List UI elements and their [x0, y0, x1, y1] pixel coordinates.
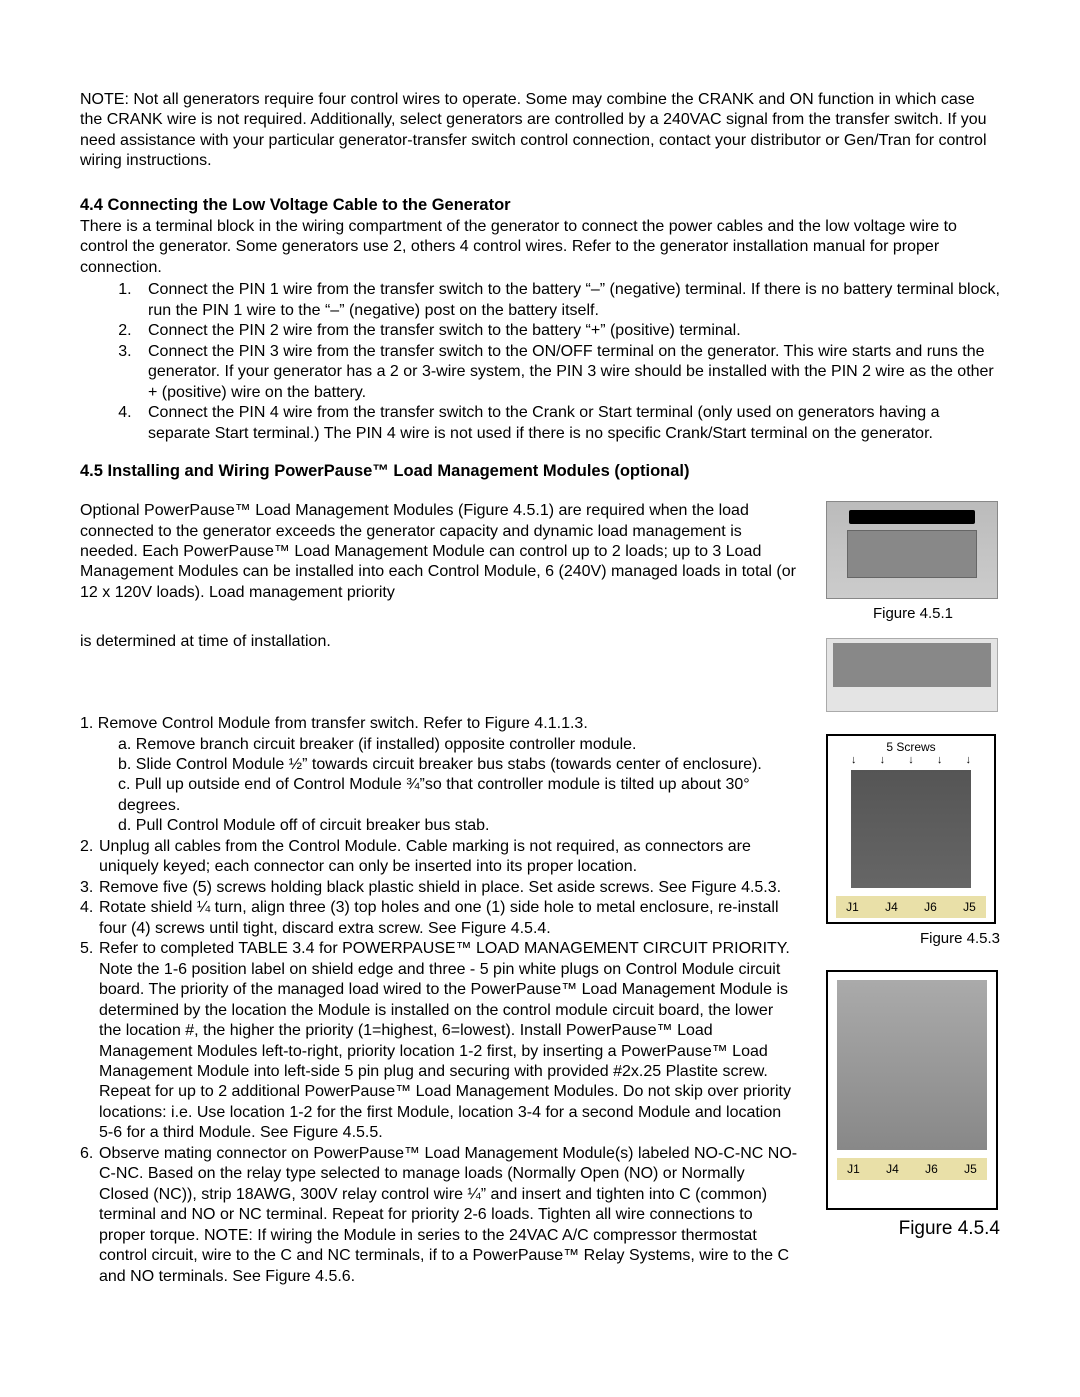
step-text: Rotate shield ¼ turn, align three (3) to… [99, 898, 798, 939]
step-4: 4. Rotate shield ¼ turn, align three (3)… [80, 898, 798, 939]
step-number: 2. [80, 837, 99, 878]
step-text: Remove five (5) screws holding black pla… [99, 878, 781, 898]
note-paragraph: NOTE: Not all generators require four co… [80, 90, 1000, 172]
jack-label: J1 [847, 1162, 860, 1176]
figure-4-5-4-image: J1 J4 J6 J5 [826, 970, 998, 1210]
jack-label: J4 [886, 1162, 899, 1176]
section-4-4-title: 4.4 Connecting the Low Voltage Cable to … [80, 196, 1000, 215]
step-text: Unplug all cables from the Control Modul… [99, 837, 798, 878]
step-number: 5. [80, 939, 99, 1144]
step-5: 5. Refer to completed TABLE 3.4 for POWE… [80, 939, 798, 1144]
step-number: 1. [80, 715, 93, 732]
section-4-5-intro-row-2: is determined at time of installation. [80, 622, 1000, 712]
jack-label: J6 [924, 900, 937, 914]
step-2: 2. Unplug all cables from the Control Mo… [80, 837, 798, 878]
step-text: Remove Control Module from transfer swit… [98, 715, 588, 732]
figure-4-5-1-image [826, 501, 998, 599]
section-4-5-intro-row: Optional PowerPause™ Load Management Mod… [80, 501, 1000, 622]
step-6: 6. Observe mating connector on PowerPaus… [80, 1144, 798, 1287]
step-1: 1. Remove Control Module from transfer s… [80, 714, 798, 734]
list-item: Connect the PIN 3 wire from the transfer… [136, 342, 1000, 403]
figure-4-5-1-caption: Figure 4.5.1 [826, 605, 1000, 622]
figure-4-5-3-image: 5 Screws ↓↓↓↓↓ J1 J4 J6 J5 [826, 734, 996, 924]
list-item: Connect the PIN 4 wire from the transfer… [136, 403, 1000, 444]
step-1c: c. Pull up outside end of Control Module… [80, 775, 798, 816]
list-item: Connect the PIN 1 wire from the transfer… [136, 280, 1000, 321]
document-page: NOTE: Not all generators require four co… [0, 0, 1080, 1397]
section-4-4-intro: There is a terminal block in the wiring … [80, 217, 1000, 278]
section-4-5-steps: 1. Remove Control Module from transfer s… [80, 714, 798, 1287]
jack-label: J5 [963, 900, 976, 914]
section-4-4-list: Connect the PIN 1 wire from the transfer… [80, 280, 1000, 444]
figure-4-5-4-caption: Figure 4.5.4 [826, 1218, 1000, 1240]
step-number: 3. [80, 878, 99, 898]
jack-label: J6 [925, 1162, 938, 1176]
step-1a: a. Remove branch circuit breaker (if ins… [80, 735, 798, 755]
section-4-5-intro: Optional PowerPause™ Load Management Mod… [80, 501, 798, 603]
list-item: Connect the PIN 2 wire from the transfer… [136, 321, 1000, 341]
section-4-5-intro-2: is determined at time of installation. [80, 632, 798, 652]
section-4-5-title: 4.5 Installing and Wiring PowerPause™ Lo… [80, 462, 1000, 481]
step-number: 4. [80, 898, 99, 939]
jack-label: J4 [885, 900, 898, 914]
figure-4-5-1-board-image [826, 638, 998, 712]
step-text: Observe mating connector on PowerPause™ … [99, 1144, 798, 1287]
step-text: Refer to completed TABLE 3.4 for POWERPA… [99, 939, 798, 1144]
jack-label: J5 [964, 1162, 977, 1176]
step-number: 6. [80, 1144, 99, 1287]
step-1d: d. Pull Control Module off of circuit br… [80, 816, 798, 836]
jack-label: J1 [846, 900, 859, 914]
step-1b: b. Slide Control Module ½” towards circu… [80, 755, 798, 775]
section-4-5-steps-row: 1. Remove Control Module from transfer s… [80, 714, 1000, 1287]
step-3: 3. Remove five (5) screws holding black … [80, 878, 798, 898]
figure-4-5-3-caption: Figure 4.5.3 [826, 930, 1000, 947]
figure-4-5-3-header: 5 Screws [886, 740, 935, 754]
